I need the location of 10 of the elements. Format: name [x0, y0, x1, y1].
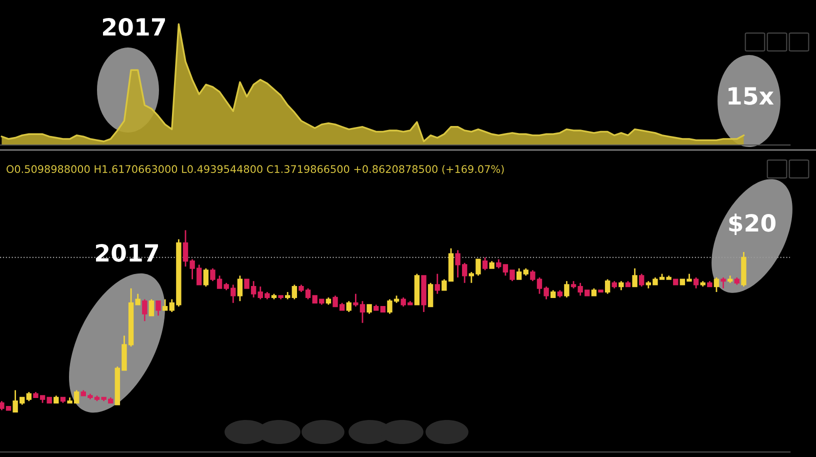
annotation: 15x [728, 87, 774, 105]
candlestick [598, 290, 604, 293]
annotation: $20 [729, 214, 776, 235]
candlestick [46, 396, 52, 404]
candlestick [673, 278, 678, 286]
annotation: 2017 [96, 244, 158, 262]
candlestick [380, 306, 386, 313]
text: O0.5098988000 H1.6170663000 L0.4939544800 C1.3719866500 +0.8620878500 (+169.07%) [6, 164, 504, 174]
candlestick [278, 294, 284, 300]
annotation: 2017 [103, 18, 165, 36]
